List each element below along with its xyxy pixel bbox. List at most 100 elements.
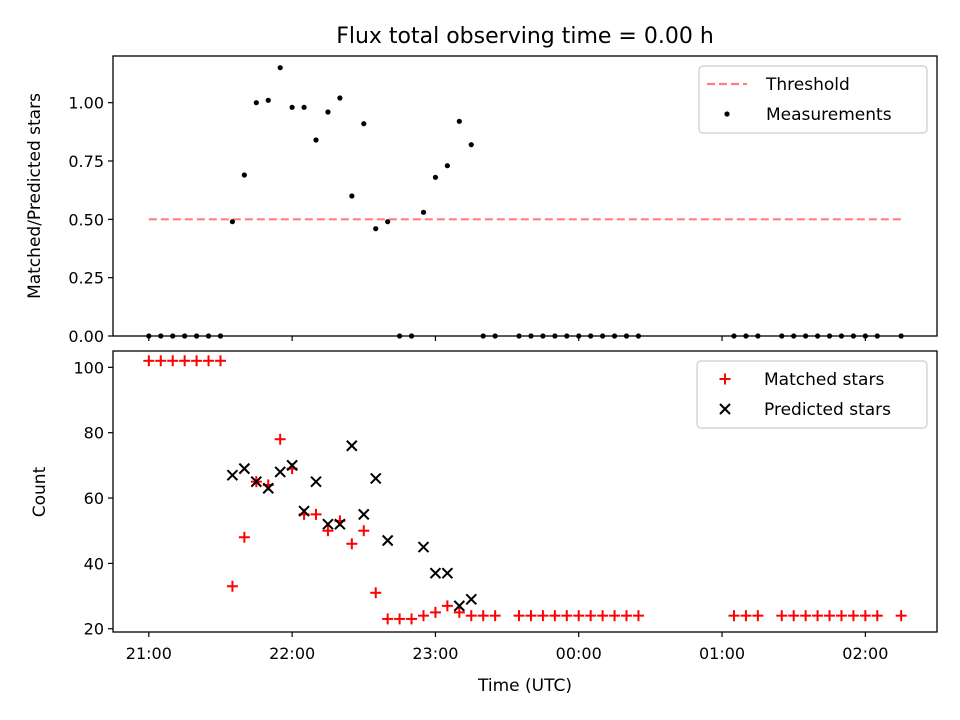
- predicted-star-stroke-2: [719, 403, 731, 415]
- matched-star-marker: [597, 610, 609, 622]
- matched-star-marker: [322, 525, 334, 537]
- bottom-x-tick-label: 22:00: [269, 644, 315, 663]
- matched-star-marker: [895, 610, 907, 622]
- matched-star-marker: [824, 610, 836, 622]
- predicted-star-marker: [370, 472, 382, 485]
- matched-star-marker: [382, 613, 394, 625]
- bottom-legend-label: Matched stars: [764, 370, 884, 390]
- matched-star-marker: [740, 610, 752, 622]
- measurement-point: [420, 209, 427, 215]
- matched-star-marker: [417, 610, 429, 622]
- predicted-star-stroke-2: [298, 505, 310, 517]
- measurement-point: [385, 219, 391, 225]
- matched-star-marker: [394, 613, 406, 625]
- matched-star-marker: [346, 538, 358, 550]
- measurement-point: [325, 109, 331, 115]
- matched-star-marker: [719, 373, 731, 385]
- matched-star-marker: [441, 600, 453, 612]
- predicted-star-stroke-2: [370, 472, 382, 485]
- matched-star-marker: [203, 355, 215, 367]
- matched-star-marker: [310, 508, 322, 520]
- predicted-star-stroke-2: [286, 459, 298, 472]
- matched-star-marker: [358, 525, 370, 537]
- predicted-star-marker: [238, 462, 251, 475]
- predicted-star-stroke-2: [322, 518, 334, 530]
- bottom-y-tick-label: 60: [84, 489, 104, 508]
- matched-star-marker: [728, 610, 740, 622]
- predicted-star-marker: [310, 475, 322, 488]
- matched-star-marker: [214, 355, 226, 367]
- bottom-x-tick-label: 01:00: [699, 644, 745, 663]
- bottom-y-axis-label: Count: [30, 466, 50, 517]
- measurement-point: [456, 118, 462, 124]
- top-y-tick-label: 1.00: [68, 94, 104, 113]
- predicted-star-stroke-2: [429, 567, 442, 579]
- matched-star-marker: [561, 610, 573, 622]
- matched-star-marker: [370, 587, 382, 599]
- top-legend: [698, 65, 928, 134]
- top-y-tick-label: 0.25: [68, 269, 104, 288]
- x-axis-label: Time (UTC): [477, 676, 572, 696]
- measurement-point: [432, 174, 439, 180]
- bottom-axes-frame: [112, 350, 938, 633]
- bottom-y-tick-label: 20: [84, 620, 104, 639]
- matched-star-marker: [238, 531, 250, 543]
- matched-star-marker: [800, 610, 812, 622]
- predicted-star-marker: [417, 541, 430, 553]
- matched-star-marker: [465, 610, 477, 622]
- matched-star-marker: [143, 355, 155, 367]
- top-plot-area: 0.00 0.25 0.50 0.75 1.00 Threshold Measurement…: [68, 65, 928, 346]
- matched-star-marker: [812, 610, 824, 622]
- predicted-star-stroke-2: [358, 508, 370, 521]
- predicted-star-marker: [250, 475, 263, 488]
- predicted-star-marker: [226, 469, 239, 481]
- matched-star-marker: [525, 610, 537, 622]
- measurement-point: [301, 104, 307, 110]
- predicted-star-stroke-2: [441, 567, 454, 579]
- matched-star-marker: [776, 610, 788, 622]
- top-axes-frame: [112, 55, 938, 337]
- top-y-axis-label: Matched/Predicted stars: [25, 93, 45, 299]
- matched-star-marker: [429, 606, 441, 618]
- predicted-star-marker: [441, 567, 454, 579]
- chart-title: Flux total observing time = 0.00 h: [336, 24, 714, 49]
- measurement-point: [361, 121, 367, 127]
- bottom-plot-area: 20 40 60 80 100 21:00 22:00 23:00 00:00 01:00 02:0…: [73, 355, 928, 663]
- matched-star-marker: [549, 610, 561, 622]
- predicted-star-marker: [381, 534, 394, 547]
- predicted-star-stroke-2: [226, 469, 239, 481]
- predicted-star-stroke-2: [274, 466, 286, 478]
- bottom-y-tick-label: 40: [84, 554, 104, 573]
- matched-star-marker: [859, 610, 871, 622]
- predicted-star-stroke-2: [334, 518, 346, 530]
- measurement-point: [229, 219, 236, 225]
- top-y-tick-label: 0.75: [68, 152, 104, 171]
- matched-star-marker: [167, 355, 179, 367]
- predicted-star-marker: [346, 440, 358, 452]
- top-y-tick-label: 0.50: [68, 210, 104, 229]
- bottom-x-tick-label: 21:00: [126, 644, 172, 663]
- predicted-star-stroke-2: [417, 541, 430, 553]
- measurement-point: [337, 95, 343, 101]
- top-legend-label: Measurements: [766, 105, 892, 125]
- matched-star-marker: [871, 610, 883, 622]
- bottom-legend: [696, 360, 928, 429]
- matched-star-marker: [226, 580, 238, 592]
- predicted-star-stroke-2: [238, 462, 251, 475]
- measurement-point: [373, 226, 379, 232]
- predicted-star-marker: [298, 505, 310, 517]
- predicted-star-stroke-2: [465, 593, 477, 606]
- matched-star-marker: [406, 613, 418, 625]
- bottom-x-tick-label: 02:00: [842, 644, 888, 663]
- predicted-star-marker: [322, 518, 334, 530]
- predicted-star-marker: [429, 567, 442, 579]
- measurement-point: [724, 111, 730, 117]
- predicted-star-marker: [465, 593, 477, 606]
- matched-star-marker: [191, 355, 203, 367]
- predicted-star-marker: [286, 459, 298, 472]
- matched-star-marker: [274, 433, 286, 445]
- measurement-point: [468, 142, 474, 148]
- predicted-star-marker: [453, 600, 466, 612]
- measurement-point: [265, 97, 271, 103]
